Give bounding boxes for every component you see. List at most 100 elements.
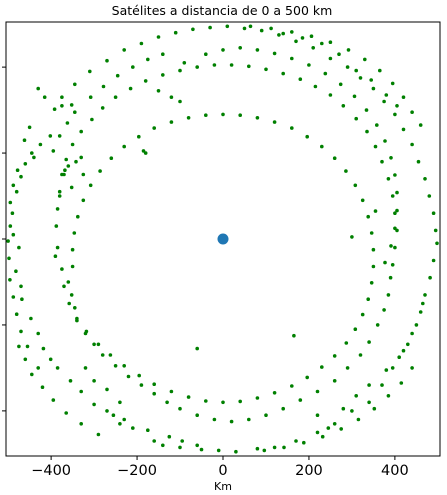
satellite-point [344,341,349,345]
satellite-point [98,169,102,173]
satellite-point [10,211,15,215]
x-tick-label: −400 [31,463,71,479]
satellite-point [428,275,432,280]
satellite-point [105,58,109,63]
satellite-point [105,409,109,413]
satellite-point [358,76,363,80]
satellite-point [69,293,74,297]
satellite-point [354,116,359,121]
satellite-point [22,138,27,142]
satellite-point [315,389,320,394]
satellite-point [416,159,421,164]
x-tick-label: −200 [117,463,157,479]
satellite-point [372,406,377,411]
satellite-point [320,434,325,439]
satellite-point [36,331,40,336]
satellite-point [354,394,359,398]
satellite-point [386,394,391,398]
satellite-point [221,112,225,117]
satellite-point [311,46,316,50]
satellite-point [96,432,101,437]
satellite-point [62,284,66,289]
satellite-point [131,426,135,430]
satellite-point [431,211,436,215]
satellite-point [255,116,260,120]
satellite-point [79,389,83,394]
satellite-point [326,426,331,430]
satellite-point [294,439,298,443]
satellite-point [294,39,298,44]
satellite-point [282,445,286,450]
center-point [217,233,229,245]
satellite-point [375,123,379,127]
satellite-point [341,104,346,108]
satellite-point [17,344,21,349]
satellite-point [152,391,156,396]
satellite-point [388,275,393,280]
satellite-point [367,400,371,405]
satellite-point [11,183,16,188]
satellite-point [14,269,18,274]
satellite-point [11,295,16,299]
satellite-point [14,189,19,194]
satellite-point [281,71,286,76]
x-tick-label: 0 [218,463,227,479]
satellite-point [55,366,60,370]
satellite-point [272,391,277,395]
satellite-point [386,177,391,181]
satellite-point [161,52,165,56]
satellite-point [431,258,436,263]
satellite-point [292,333,296,338]
satellite-point [57,189,62,194]
satellite-point [350,409,354,413]
satellite-point [100,106,105,110]
satellite-point [315,413,320,418]
satellite-point [69,103,74,107]
satellite-point [328,40,333,44]
satellite-point [195,443,199,448]
satellite-point [27,125,32,130]
satellite-point [55,207,60,211]
satellite-point [238,399,242,404]
satellite-point [122,48,126,52]
satellite-point [353,183,358,188]
satellite-point [390,263,395,267]
satellite-point [169,120,174,124]
satellite-point [383,139,387,143]
satellite-point [259,28,264,33]
satellite-point [199,447,204,452]
satellite-point [40,385,45,390]
satellite-point [122,144,126,149]
satellite-point [15,168,20,172]
satellite-point [92,342,96,347]
satellite-point [353,327,358,332]
satellite-point [363,57,367,62]
satellite-point [247,64,251,69]
satellite-point [55,245,60,250]
satellite-point [53,254,58,258]
satellite-point [356,417,361,422]
satellite-point [375,323,380,327]
satellite-point [427,194,432,198]
x-axis: −400 −200 0 200 400 [31,456,409,479]
satellite-point [60,104,64,108]
satellite-point [191,27,195,32]
satellite-point [272,445,277,450]
satellite-point [367,383,371,387]
satellite-point [38,142,43,147]
satellite-point [393,173,397,177]
satellite-point [60,95,64,99]
satellite-point [7,256,11,261]
satellite-point [32,155,36,160]
satellite-point [173,30,178,35]
satellite-point [269,26,273,31]
satellite-point [74,159,78,164]
satellite-point [384,368,389,372]
satellite-point [79,422,83,426]
satellite-point [51,398,56,402]
satellite-point [360,198,365,203]
satellite-point [8,224,13,228]
satellite-point [111,413,116,418]
satellite-point [216,448,221,453]
satellite-point [165,400,169,405]
